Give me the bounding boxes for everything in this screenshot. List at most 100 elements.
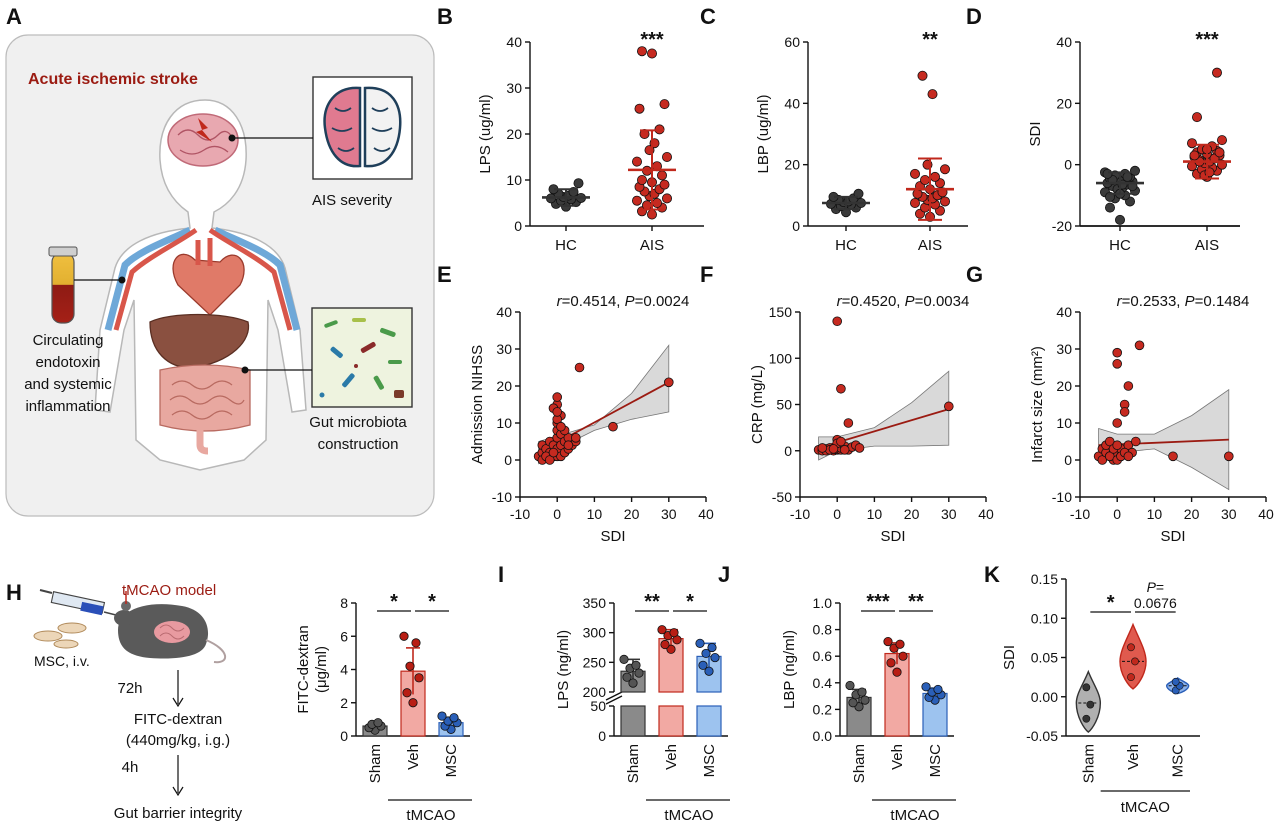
axis-break-mark <box>605 695 623 705</box>
data-point <box>634 668 644 678</box>
chart-D-y-tick-label: 40 <box>1056 34 1072 50</box>
data-point <box>622 672 632 682</box>
y-axis-label: Admission NIHSS <box>469 345 486 464</box>
data-point <box>659 179 670 190</box>
data-point <box>1131 436 1141 447</box>
ais-severity-label: AIS severity <box>312 192 393 209</box>
data-point <box>832 316 842 327</box>
y-axis-unit: (μg/ml) <box>313 646 330 693</box>
data-point <box>556 421 566 432</box>
x-tick-label: 10 <box>1147 506 1163 522</box>
chart-F-y-tick-label: 150 <box>769 304 793 320</box>
data-point <box>860 695 870 705</box>
panel-label-a: A <box>6 4 22 29</box>
step-dose: (440mg/kg, i.g.) <box>126 732 230 749</box>
x-tick-label: MSC <box>701 744 718 778</box>
x-tick-label: 40 <box>698 506 714 522</box>
data-point <box>839 445 850 455</box>
chart-G: G -10 0 10 20 30 40 -10 0 10 20 30 40 SDI Infarct size… <box>966 262 1274 545</box>
panel-label-e: E <box>437 262 452 287</box>
data-point <box>657 625 667 635</box>
data-point <box>437 711 447 721</box>
significance-label: * <box>390 591 398 613</box>
data-point <box>647 209 658 220</box>
data-point <box>634 103 645 114</box>
data-point <box>548 447 559 458</box>
chart-E-y-tick-label: 20 <box>496 378 512 394</box>
mouse-icon <box>114 591 226 664</box>
chart-B-y-tick-label: 30 <box>506 80 522 96</box>
panel-label-k: K <box>984 562 1000 587</box>
x-tick-label: Sham <box>851 744 868 783</box>
y-tick-label: 300 <box>583 625 607 641</box>
x-tick-label: 40 <box>978 506 994 522</box>
panel-a-illustration: A Acute ischemic stroke <box>5 4 435 517</box>
data-point <box>402 688 412 698</box>
data-point <box>563 440 574 451</box>
data-point <box>707 642 717 653</box>
data-point <box>917 70 928 81</box>
chart-J-y-tick-label: 0.0 <box>813 728 833 744</box>
y-axis-label: LBP (ug/ml) <box>755 95 772 174</box>
chart-G-y-tick-label: 40 <box>1056 304 1072 320</box>
chart-B-y-tick-label: 10 <box>506 172 522 188</box>
circulating-endotoxin-label: Circulating endotoxin and systemic inflamma… <box>24 332 112 415</box>
chart-C-y-tick-label: 60 <box>784 34 800 50</box>
data-point <box>662 193 673 204</box>
chart-C: C 0 20 40 60 HC AIS ** LBP (ug/ml) <box>700 4 968 254</box>
y-axis-label: FITC-dextran <box>295 625 312 713</box>
data-point <box>657 170 668 181</box>
chart-G-y-tick-label: 0 <box>1064 452 1072 468</box>
data-point <box>405 661 415 671</box>
chart-H-y-tick-label: 6 <box>340 628 348 644</box>
data-point <box>659 99 670 110</box>
chart-E: E -10 0 10 20 30 40 -10 0 10 20 30 40 SDI Admission NI… <box>437 262 714 545</box>
data-point <box>608 421 618 432</box>
p-prefix-label: P= <box>1147 579 1165 595</box>
data-point <box>1115 214 1126 225</box>
x-tick-label: HC <box>1109 237 1131 254</box>
y-tick-label: 200 <box>583 684 607 700</box>
data-point <box>883 636 893 647</box>
data-point <box>940 196 951 207</box>
data-point <box>1119 407 1130 417</box>
x-tick-label: Veh <box>1125 744 1142 770</box>
data-point <box>1134 340 1145 351</box>
y-axis-label: SDI <box>1027 121 1044 146</box>
data-point <box>701 648 711 659</box>
microbiota-inset-icon <box>311 307 413 408</box>
brain-icon <box>167 113 239 167</box>
panel-label-j: J <box>718 562 730 587</box>
chart-J-y-tick-label: 0.2 <box>813 701 833 717</box>
significance-label: ** <box>644 591 660 613</box>
x-tick-label: 30 <box>1221 506 1237 522</box>
chart-B-y-tick-label: 0 <box>514 218 522 234</box>
data-point <box>854 443 865 453</box>
blood-tube-icon <box>48 246 78 324</box>
data-point <box>408 698 418 708</box>
chart-K-y-tick-label: 0.10 <box>1031 610 1058 626</box>
x-tick-label: MSC <box>1170 744 1187 778</box>
x-tick-label: -10 <box>510 506 530 522</box>
chart-E-y-tick-label: 40 <box>496 304 512 320</box>
x-tick-label: Sham <box>367 744 384 783</box>
data-point <box>628 678 638 688</box>
data-point <box>1127 673 1135 682</box>
chart-H-y-tick-label: 4 <box>340 662 348 678</box>
chart-H-y-tick-label: 0 <box>340 728 348 744</box>
x-tick-label: 40 <box>1258 506 1274 522</box>
x-tick-label: 20 <box>904 506 920 522</box>
chart-F-y-tick-label: 0 <box>784 443 792 459</box>
panel-label-g: G <box>966 262 983 287</box>
data-point <box>632 195 643 206</box>
y-axis-label: LPS (ug/ml) <box>477 94 494 173</box>
y-tick-label: 250 <box>583 654 607 670</box>
x-tick-label: Veh <box>405 744 422 770</box>
data-point <box>373 718 383 728</box>
data-point <box>652 197 663 208</box>
chart-C-y-tick-label: 40 <box>784 95 800 111</box>
data-point <box>1112 440 1122 451</box>
x-tick-label: AIS <box>1195 237 1219 254</box>
data-point <box>1224 451 1234 462</box>
